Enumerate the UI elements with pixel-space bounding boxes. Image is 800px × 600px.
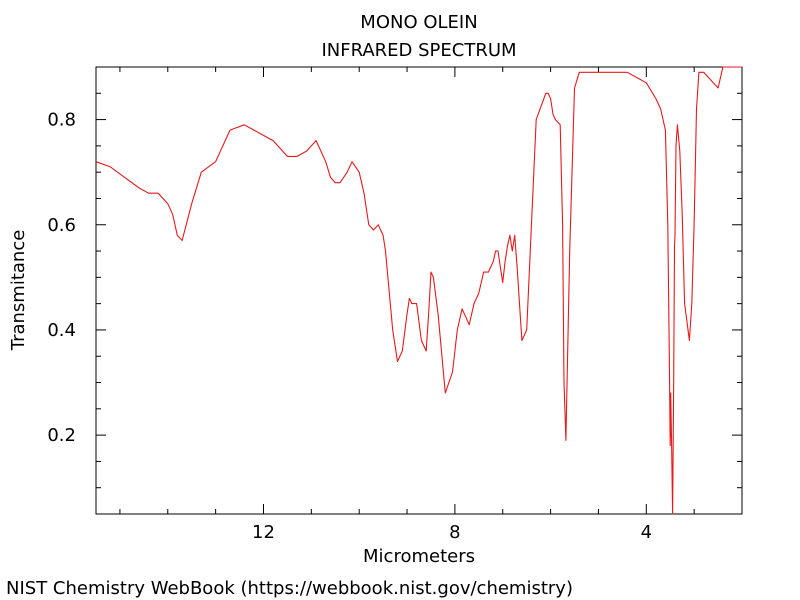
y-axis-label: Transmitance [8,230,29,352]
y-tick-label: 0.6 [47,215,76,236]
x-axis-label: Micrometers [363,546,475,567]
y-axis: 0.2 0.4 0.6 0.8 [47,92,742,515]
chart-subtitle: INFRARED SPECTRUM [321,40,516,61]
plot-area-frame [95,66,743,515]
source-credit: NIST Chemistry WebBook (https://webbook.… [6,578,573,599]
x-axis: 12 8 4 [119,67,743,543]
y-tick-label: 0.8 [47,110,76,131]
x-tick-label: 12 [252,522,275,543]
chart-title: MONO OLEIN [360,12,477,33]
y-tick-label: 0.2 [47,425,76,446]
x-tick-label: 8 [449,522,460,543]
x-tick-label: 4 [641,522,652,543]
series-line [95,66,742,515]
y-tick-label: 0.4 [47,320,76,341]
